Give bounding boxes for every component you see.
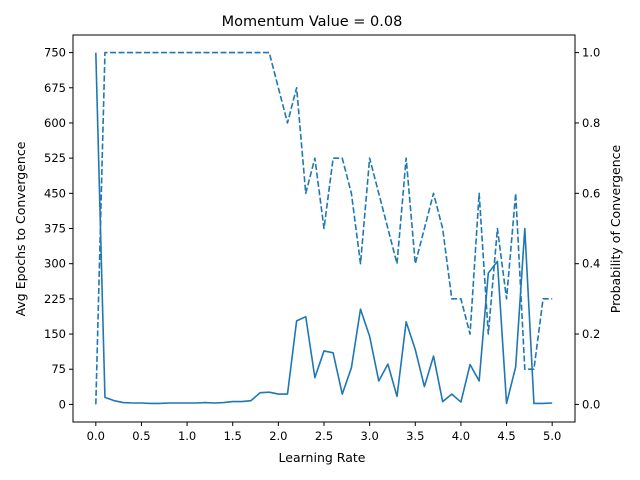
y-right-tick-label: 1.0	[582, 46, 600, 60]
tick-layer: 0.0 0.5 1.0 1.5 2.0 2.5 3.0 3.5 4.0 4.5 5.0 0 75 150 2…	[44, 46, 600, 443]
x-tick-label: 2.0	[269, 429, 287, 443]
x-tick-label: 3.0	[360, 429, 378, 443]
x-tick-label: 2.5	[315, 429, 333, 443]
y-left-tick-label: 675	[44, 81, 66, 95]
y-left-tick-label: 300	[44, 257, 66, 271]
y-left-tick-label: 375	[44, 222, 66, 236]
x-tick-label: 5.0	[543, 429, 561, 443]
epochs-series-line	[95, 52, 553, 405]
y-right-tick-label: 0.6	[582, 186, 600, 200]
plot-frame	[72, 34, 576, 423]
y-right-tick-label: 0.4	[582, 257, 600, 271]
y-right-tick-label: 0.8	[582, 116, 600, 130]
x-tick-label: 1.0	[178, 429, 196, 443]
probability-series-line	[95, 51, 553, 405]
y-left-tick-label: 525	[44, 151, 66, 165]
x-tick-label: 3.5	[406, 429, 424, 443]
chart-title: Momentum Value = 0.08	[222, 14, 403, 30]
x-axis-label: Learning Rate	[279, 450, 366, 465]
y-left-tick-label: 450	[44, 186, 66, 200]
series-layer	[95, 51, 553, 405]
x-tick-label: 1.5	[224, 429, 242, 443]
y-axis-left-label: Avg Epochs to Convergence	[13, 141, 28, 316]
y-right-tick-label: 0.0	[582, 397, 600, 411]
y-left-tick-label: 225	[44, 292, 66, 306]
x-tick-label: 4.0	[452, 429, 470, 443]
y-left-tick-label: 150	[44, 327, 66, 341]
x-tick-label: 0.0	[87, 429, 105, 443]
y-left-tick-label: 750	[44, 46, 66, 60]
x-tick-label: 4.5	[497, 429, 515, 443]
y-left-tick-label: 600	[44, 116, 66, 130]
y-left-tick-label: 75	[51, 362, 66, 376]
y-left-tick-label: 0	[59, 397, 66, 411]
x-tick-label: 0.5	[132, 429, 150, 443]
y-right-tick-label: 0.2	[582, 327, 600, 341]
y-axis-right-label: Probability of Convergence	[608, 144, 623, 313]
